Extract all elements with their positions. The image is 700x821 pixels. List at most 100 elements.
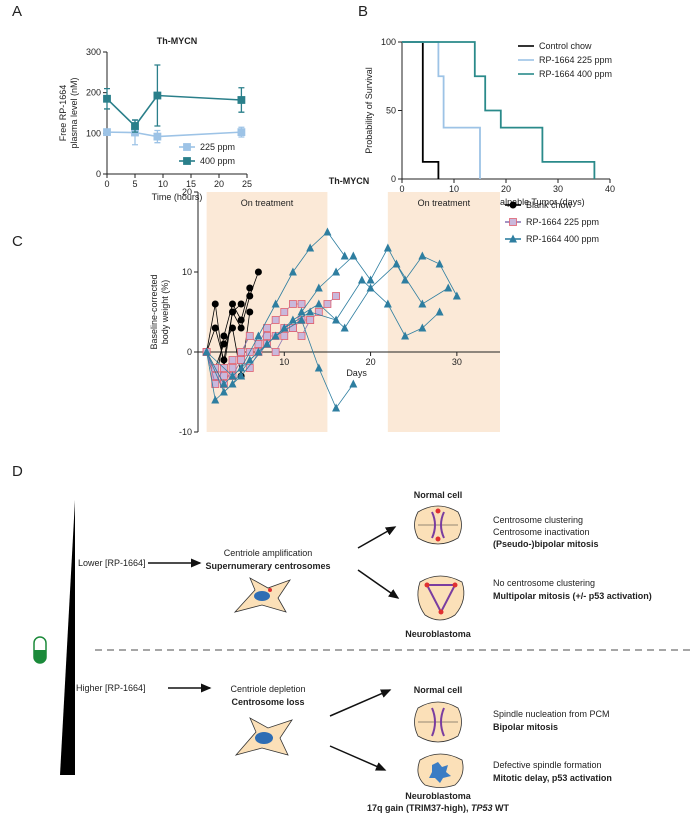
marker [237,371,246,380]
span-label: On treatment [241,198,294,208]
marker [237,348,246,356]
legend-marker [509,234,517,243]
marker [349,379,358,388]
marker [401,275,410,284]
effect: Centriole amplification [224,548,313,558]
y-tick-label: 0 [391,174,396,184]
marker [366,275,375,284]
pill-icon [33,636,47,664]
marker [297,300,306,308]
marker [297,307,306,316]
marker [271,299,280,308]
series-line [106,131,242,138]
subtitle-part: WT [493,803,510,813]
marker [401,331,410,340]
marker [211,324,219,332]
x-tick-label: 20 [366,357,376,367]
marker [383,299,392,308]
marker [237,324,245,332]
marker [383,243,392,252]
x-tick-label: 5 [132,179,137,189]
cell-icon [417,575,465,621]
marker [220,332,228,340]
series-line [106,94,242,128]
arrow [329,689,392,717]
outcome: Spindle nucleation from PCM [493,709,610,719]
diagram: Lower [RP-1664] Centriole amplification … [33,490,690,813]
legend-label: Control chow [539,41,592,51]
marker [211,395,220,404]
marker [280,308,289,316]
y-tick-label: 100 [86,128,101,138]
arrow [357,526,397,549]
outcome: Defective spindle formation [493,760,602,770]
marker [237,356,246,364]
marker [418,251,427,260]
marker [332,267,341,276]
marker [314,299,323,308]
marker [263,332,271,340]
y-tick-label: 200 [86,88,101,98]
legend-label: RP-1664 400 ppm [539,69,612,79]
marker [280,332,289,340]
y-tick-label: 50 [386,106,396,116]
marker [314,363,323,372]
x-axis-label: Time (hours) [152,192,203,202]
marker [280,323,289,332]
treatment-span [206,192,328,432]
cell-title: Neuroblastoma [405,629,472,639]
marker [306,243,315,252]
marker [153,91,162,100]
marker [153,132,162,141]
cell-icon [414,701,462,743]
marker [246,284,254,292]
panel-label: B [358,3,368,20]
x-tick-label: 10 [158,179,168,189]
x-axis-label: Days [346,368,367,378]
marker [246,308,254,316]
x-tick-label: 30 [553,184,563,194]
x-tick-label: 0 [104,179,109,189]
marker [202,347,211,356]
marker [219,379,228,388]
outcome: Centrosome inactivation [493,527,590,537]
marker [314,283,323,292]
marker [229,324,237,332]
marker [220,356,228,364]
y-axis-label: Free RP-1664 [58,85,68,142]
marker [288,267,297,276]
y-tick-label: -10 [179,427,192,437]
legend-label: RP-1664 225 ppm [526,217,599,227]
chart-title: Th-MYCN [329,176,370,186]
marker [103,128,111,137]
chart-title: Th-MYCN [426,0,467,2]
cell-title: Neuroblastoma [405,791,472,801]
subtitle-part: 17q gain (TRIM37-high), [367,803,471,813]
marker [271,316,280,324]
marker [332,315,341,324]
marker [297,315,306,324]
x-tick-label: 15 [186,179,196,189]
outcome-bold: Bipolar mitosis [493,722,558,732]
y-tick-label: 100 [381,37,396,47]
x-tick-label: 0 [399,184,404,194]
effect-bold: Supernumerary centrosomes [205,561,330,571]
x-tick-label: 20 [501,184,511,194]
effect-bold: Centrosome loss [231,697,304,707]
marker [435,259,444,268]
marker [237,96,246,104]
y-tick-label: 300 [86,47,101,57]
marker [444,283,453,292]
marker [220,340,228,348]
marker [254,268,262,276]
marker [211,300,219,308]
cell-subtitle: 17q gain (TRIM37-high), TP53 WT [367,803,510,813]
marker [323,227,332,236]
marker [332,403,341,412]
x-tick-label: 10 [279,357,289,367]
legend-label: RP-1664 400 ppm [526,234,599,244]
cell-icon [414,505,462,545]
subtitle-part: TP53 [471,803,493,813]
x-tick-label: 10 [449,184,459,194]
